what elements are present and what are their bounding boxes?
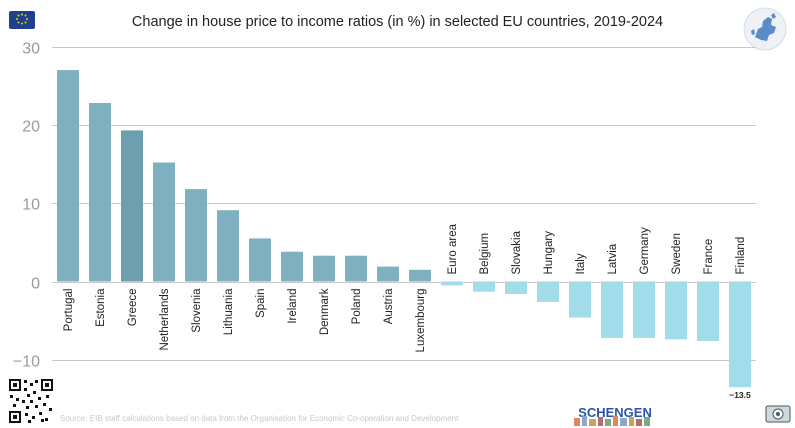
source-note: Source: EIB staff calculations based on …	[60, 414, 459, 423]
bar-italy	[569, 281, 591, 318]
bar-greece	[121, 130, 143, 282]
category-label: Portugal	[63, 289, 75, 332]
bar-spain	[249, 238, 271, 282]
category-label: Hungary	[543, 231, 555, 275]
bar-sweden	[665, 281, 687, 340]
bar-latvia	[601, 281, 623, 338]
category-label: Ireland	[287, 289, 299, 324]
y-tick-label: 10	[22, 197, 40, 214]
bar-estonia	[89, 103, 111, 282]
category-label: France	[703, 239, 715, 275]
bar-germany	[633, 281, 655, 338]
category-label: Netherlands	[159, 288, 171, 350]
y-tick-label: −10	[13, 354, 40, 371]
bar-austria	[377, 266, 399, 282]
bar-portugal	[57, 70, 79, 282]
bar-luxembourg	[409, 269, 431, 282]
category-label: Estonia	[95, 288, 107, 327]
schengen-logo-text: SCHENGEN	[578, 405, 652, 420]
bar-france	[697, 281, 719, 341]
category-label: Slovakia	[511, 230, 523, 274]
schengen-logo: SCHENGEN	[574, 405, 652, 426]
category-label: Latvia	[607, 243, 619, 274]
category-label: Slovenia	[191, 288, 203, 333]
money-icon	[765, 405, 791, 423]
category-label: Lithuania	[223, 288, 235, 335]
category-label: Greece	[127, 289, 139, 327]
data-label: −13.5	[729, 390, 751, 400]
bar-euro-area	[441, 281, 463, 286]
category-label: Poland	[351, 289, 363, 325]
chart-title: Change in house price to income ratios (…	[131, 14, 664, 30]
bar-ireland	[281, 251, 303, 282]
category-label: Spain	[255, 289, 267, 318]
bar-hungary	[537, 281, 559, 302]
category-label: Luxembourg	[415, 289, 427, 353]
category-label: Italy	[575, 253, 587, 274]
category-label: Germany	[639, 227, 651, 275]
category-label: Belgium	[479, 233, 491, 275]
y-tick-label: 20	[22, 119, 40, 136]
category-label: Euro area	[447, 223, 459, 274]
category-label: Austria	[383, 288, 395, 324]
eu-flag-icon	[9, 11, 35, 29]
bar-netherlands	[153, 162, 175, 282]
bar-finland	[729, 281, 751, 388]
bar-lithuania	[217, 210, 239, 282]
bar-denmark	[313, 255, 335, 282]
eu-map-icon	[743, 7, 787, 51]
y-tick-label: 0	[31, 276, 40, 293]
qr-code-icon	[8, 378, 54, 424]
bar-poland	[345, 255, 367, 282]
bar-slovenia	[185, 189, 207, 282]
category-label: Finland	[735, 237, 747, 275]
y-tick-label: 30	[22, 41, 40, 58]
bar-slovakia	[505, 281, 527, 294]
bar-belgium	[473, 281, 495, 292]
category-label: Denmark	[319, 288, 331, 335]
category-label: Sweden	[671, 233, 683, 275]
